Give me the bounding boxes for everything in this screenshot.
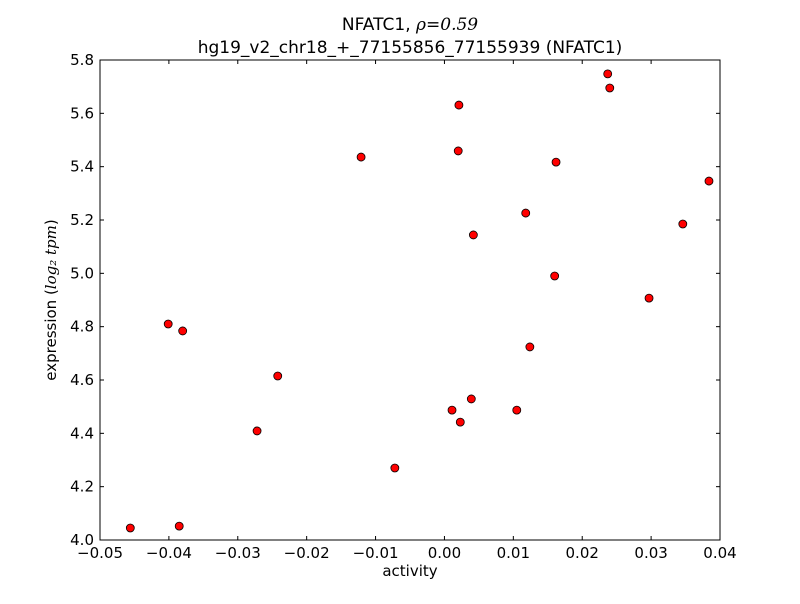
data-point (678, 219, 688, 229)
x-tick-label: 0.01 (497, 544, 530, 562)
x-axis-label: activity (382, 562, 437, 580)
y-tick-label: 4.8 (70, 318, 94, 336)
data-point (525, 342, 535, 352)
data-point (178, 326, 188, 336)
data-point (603, 69, 613, 79)
data-point (512, 405, 522, 415)
chart-title-line2: hg19_v2_chr18_+_77155856_77155939 (NFATC… (198, 38, 623, 58)
y-axis-label: expression (log₂ tpm) (42, 219, 60, 380)
data-point (466, 394, 476, 404)
data-point (455, 417, 465, 427)
x-tick-label: 0.03 (634, 544, 667, 562)
data-point (468, 230, 478, 240)
y-tick-label: 5.4 (70, 158, 94, 176)
data-point (704, 176, 714, 186)
x-tick-label: 0.00 (428, 544, 461, 562)
y-tick-label: 5.8 (70, 51, 94, 69)
y-tick-label: 5.6 (70, 104, 94, 122)
data-point (174, 521, 184, 531)
y-tick-label: 4.2 (70, 478, 94, 496)
x-tick-label: 0.04 (703, 544, 736, 562)
data-point (163, 319, 173, 329)
data-point (252, 426, 262, 436)
x-tick-label: −0.01 (353, 544, 399, 562)
y-tick-label: 5.0 (70, 264, 94, 282)
y-tick-label: 4.0 (70, 531, 94, 549)
x-tick-label: 0.02 (566, 544, 599, 562)
data-point (521, 208, 531, 218)
data-point (453, 146, 463, 156)
data-point (390, 463, 400, 473)
y-tick-label: 4.4 (70, 424, 94, 442)
data-point (644, 293, 654, 303)
x-tick-label: −0.05 (77, 544, 123, 562)
data-point (356, 152, 366, 162)
data-point (447, 405, 457, 415)
y-tick-label: 5.2 (70, 211, 94, 229)
plot-frame (99, 59, 721, 541)
data-points (125, 69, 714, 533)
axis-ticks: −0.05 −0.04 −0.03 −0.02 −0.01 0.00 0.01 0.02 0.0… (70, 51, 737, 562)
data-point (605, 83, 615, 93)
x-tick-label: −0.04 (146, 544, 192, 562)
data-point (273, 371, 283, 381)
data-point (454, 100, 464, 110)
x-tick-label: −0.02 (284, 544, 330, 562)
y-tick-label: 4.6 (70, 371, 94, 389)
chart-title-line1: NFATC1, ρ=0.59 (342, 15, 478, 35)
data-point (551, 157, 561, 167)
data-point (550, 271, 560, 281)
data-point (125, 523, 135, 533)
x-tick-label: −0.03 (215, 544, 261, 562)
